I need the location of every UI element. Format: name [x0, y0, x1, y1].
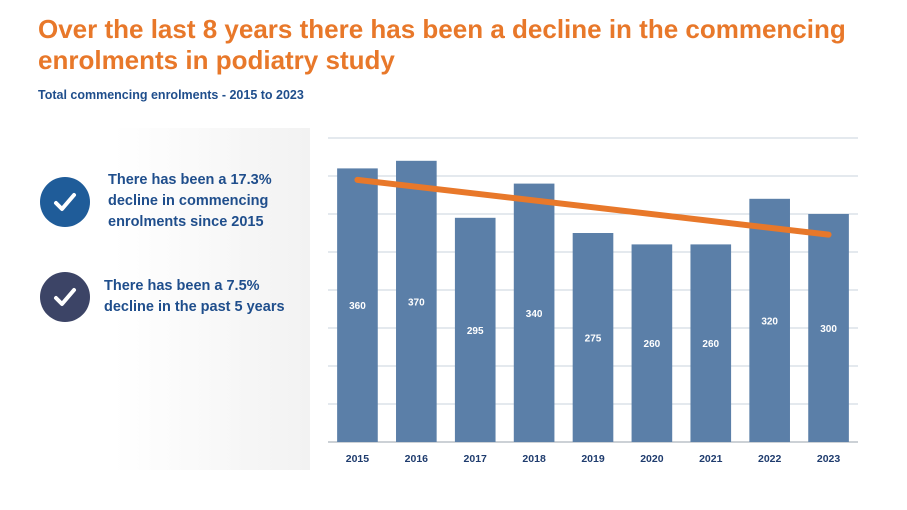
bar-value-label: 370: [408, 297, 425, 308]
bar-value-label: 260: [702, 339, 719, 350]
x-tick-label: 2023: [817, 453, 841, 465]
bar-value-label: 320: [761, 316, 778, 327]
x-tick-label: 2022: [758, 453, 782, 465]
x-tick-label: 2016: [405, 453, 429, 465]
trendline: [354, 176, 832, 238]
x-tick-labels: 2015 2016 2017 2018 2019 2020 2021 2022 2023: [346, 453, 841, 465]
x-tick-label: 2019: [581, 453, 605, 465]
page-title: Over the last 8 years there has been a d…: [38, 14, 846, 75]
bar-2015: [337, 168, 378, 442]
bar-2018: [513, 183, 555, 442]
x-tick-label: 2020: [640, 453, 664, 465]
bar-2022: [749, 198, 790, 442]
x-tick-label: 2015: [346, 453, 370, 465]
bar-labels: 360 370 295 340 275 260 260 320 300: [349, 297, 837, 350]
chart-subtitle: Total commencing enrolments - 2015 to 20…: [38, 88, 304, 102]
bar-value-label: 260: [644, 339, 661, 350]
insight-text: There has been a 17.3% decline in commen…: [108, 172, 272, 230]
insight-total-decline: There has been a 17.3% decline in commen…: [40, 170, 283, 233]
x-tick-label: 2017: [464, 453, 488, 465]
bar-value-label: 340: [526, 309, 543, 320]
check-icon: [40, 176, 90, 227]
insight-recent-decline: There has been a 7.5% decline in the pas…: [40, 272, 299, 322]
bar-value-label: 300: [820, 324, 837, 335]
trendline: [354, 176, 832, 238]
bar-value-label: 275: [585, 334, 602, 345]
insight-text: There has been a 7.5% decline in the pas…: [104, 278, 285, 315]
x-tick-label: 2021: [699, 453, 723, 465]
bar-2017: [454, 217, 496, 442]
bar-2016: [396, 160, 437, 443]
check-icon: [40, 272, 90, 322]
bar-value-label: 295: [467, 326, 484, 337]
bar-2019: [572, 233, 614, 442]
bars: [337, 160, 849, 443]
bar-2020: [631, 244, 673, 442]
bar-2023: [808, 214, 849, 442]
bar-2021: [690, 244, 732, 442]
x-tick-label: 2018: [522, 453, 546, 465]
bar-value-label: 360: [349, 301, 366, 312]
